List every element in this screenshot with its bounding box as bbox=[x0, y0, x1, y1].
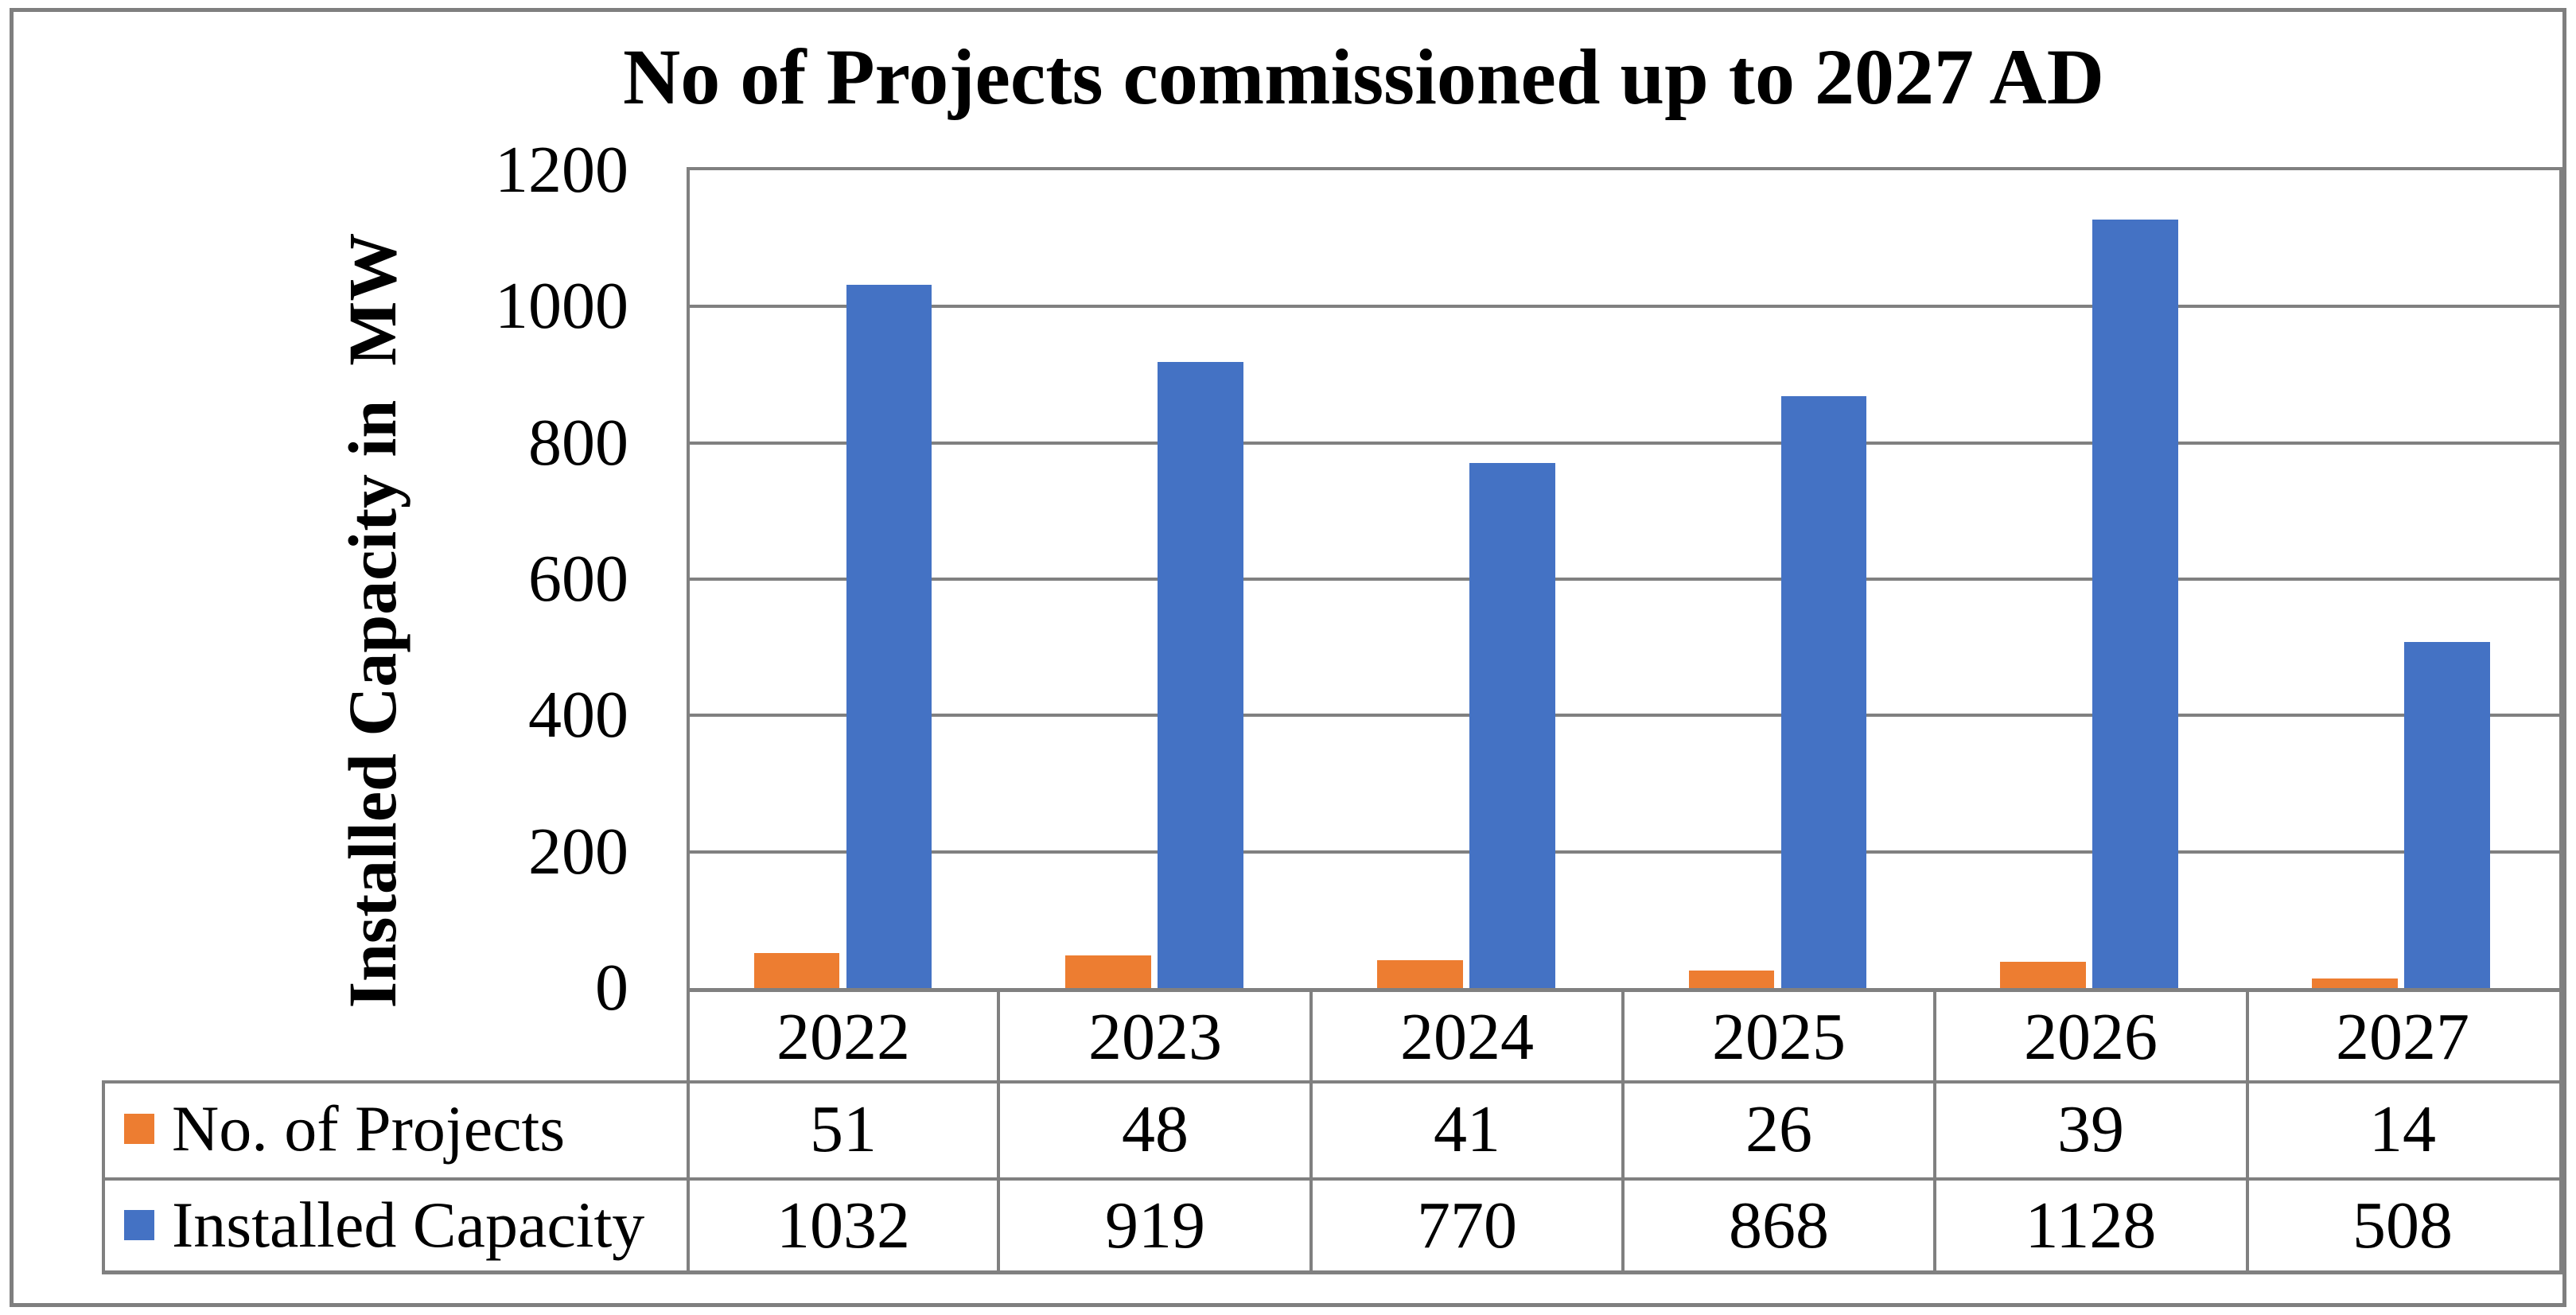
table-border bbox=[1621, 992, 1625, 1274]
legend-row-projects: No. of Projects bbox=[105, 1084, 685, 1174]
capacity-bar bbox=[2403, 641, 2490, 988]
table-border bbox=[102, 1177, 2562, 1181]
x-axis-label: 2027 bbox=[2336, 999, 2469, 1074]
table-value: 51 bbox=[810, 1091, 877, 1166]
table-border bbox=[2246, 992, 2249, 1274]
projects-bar bbox=[753, 953, 840, 988]
capacity-bar bbox=[1469, 463, 1555, 988]
x-axis-label: 2026 bbox=[2024, 999, 2158, 1074]
projects-bar bbox=[1688, 970, 1775, 988]
capacity-legend-key-icon bbox=[124, 1210, 154, 1240]
gridline-600 bbox=[690, 578, 2559, 581]
x-axis-label: 2023 bbox=[1088, 999, 1222, 1074]
y-tick-label: 400 bbox=[528, 678, 628, 752]
table-value: 14 bbox=[2369, 1091, 2436, 1166]
y-tick-label: 200 bbox=[528, 815, 628, 889]
projects-bar bbox=[2000, 961, 2087, 988]
y-tick-label: 800 bbox=[528, 406, 628, 480]
table-border bbox=[2559, 992, 2562, 1274]
capacity-bar bbox=[1158, 361, 1243, 988]
capacity-bar bbox=[2092, 219, 2178, 988]
chart-title: No of Projects commissioned up to 2027 A… bbox=[623, 33, 2104, 121]
table-border bbox=[102, 1080, 105, 1274]
plot-area bbox=[687, 167, 2562, 992]
category-group-2024 bbox=[1313, 170, 1625, 988]
category-group-2027 bbox=[2247, 170, 2559, 988]
y-tick-label: 1000 bbox=[495, 269, 628, 343]
table-value: 39 bbox=[2057, 1091, 2124, 1166]
y-tick-label: 0 bbox=[595, 951, 628, 1025]
table-border bbox=[102, 1270, 2562, 1274]
gridline-1000 bbox=[690, 305, 2559, 308]
gridline-800 bbox=[690, 442, 2559, 445]
series-label: Installed Capacity bbox=[172, 1189, 645, 1261]
projects-bar bbox=[1065, 955, 1152, 988]
table-border bbox=[997, 992, 1000, 1274]
table-border bbox=[687, 992, 690, 1274]
y-tick-label: 1200 bbox=[495, 133, 628, 207]
table-value: 26 bbox=[1745, 1091, 1812, 1166]
table-value: 508 bbox=[2352, 1188, 2453, 1262]
x-axis-label: 2024 bbox=[1400, 999, 1534, 1074]
category-group-2026 bbox=[1936, 170, 2248, 988]
projects-bar bbox=[2312, 978, 2398, 988]
table-value: 919 bbox=[1105, 1188, 1205, 1262]
gridline-400 bbox=[690, 714, 2559, 717]
x-axis-label: 2022 bbox=[776, 999, 910, 1074]
capacity-bar bbox=[1780, 396, 1867, 988]
table-value: 48 bbox=[1122, 1091, 1189, 1166]
table-border bbox=[1309, 992, 1313, 1274]
x-axis-label: 2025 bbox=[1712, 999, 1846, 1074]
table-value: 41 bbox=[1434, 1091, 1500, 1166]
legend-row-capacity: Installed Capacity bbox=[105, 1181, 685, 1269]
table-value: 1032 bbox=[776, 1188, 910, 1262]
series-label: No. of Projects bbox=[172, 1092, 566, 1165]
y-axis-title: Installed Capacity in MW bbox=[334, 232, 411, 1009]
category-group-2023 bbox=[1002, 170, 1313, 988]
capacity-bar bbox=[846, 284, 932, 988]
category-group-2022 bbox=[690, 170, 1002, 988]
table-border bbox=[102, 1080, 2562, 1084]
gridline-200 bbox=[690, 850, 2559, 854]
category-group-2025 bbox=[1625, 170, 1936, 988]
table-value: 868 bbox=[1729, 1188, 1829, 1262]
projects-legend-key-icon bbox=[124, 1114, 154, 1144]
y-tick-label: 600 bbox=[528, 542, 628, 616]
table-value: 770 bbox=[1417, 1188, 1517, 1262]
projects-bar bbox=[1377, 959, 1463, 988]
table-value: 1128 bbox=[2025, 1188, 2157, 1262]
table-border bbox=[1933, 992, 1936, 1274]
